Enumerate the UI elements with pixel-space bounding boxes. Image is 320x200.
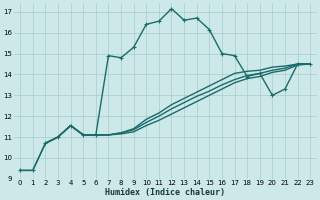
X-axis label: Humidex (Indice chaleur): Humidex (Indice chaleur) [105, 188, 225, 197]
